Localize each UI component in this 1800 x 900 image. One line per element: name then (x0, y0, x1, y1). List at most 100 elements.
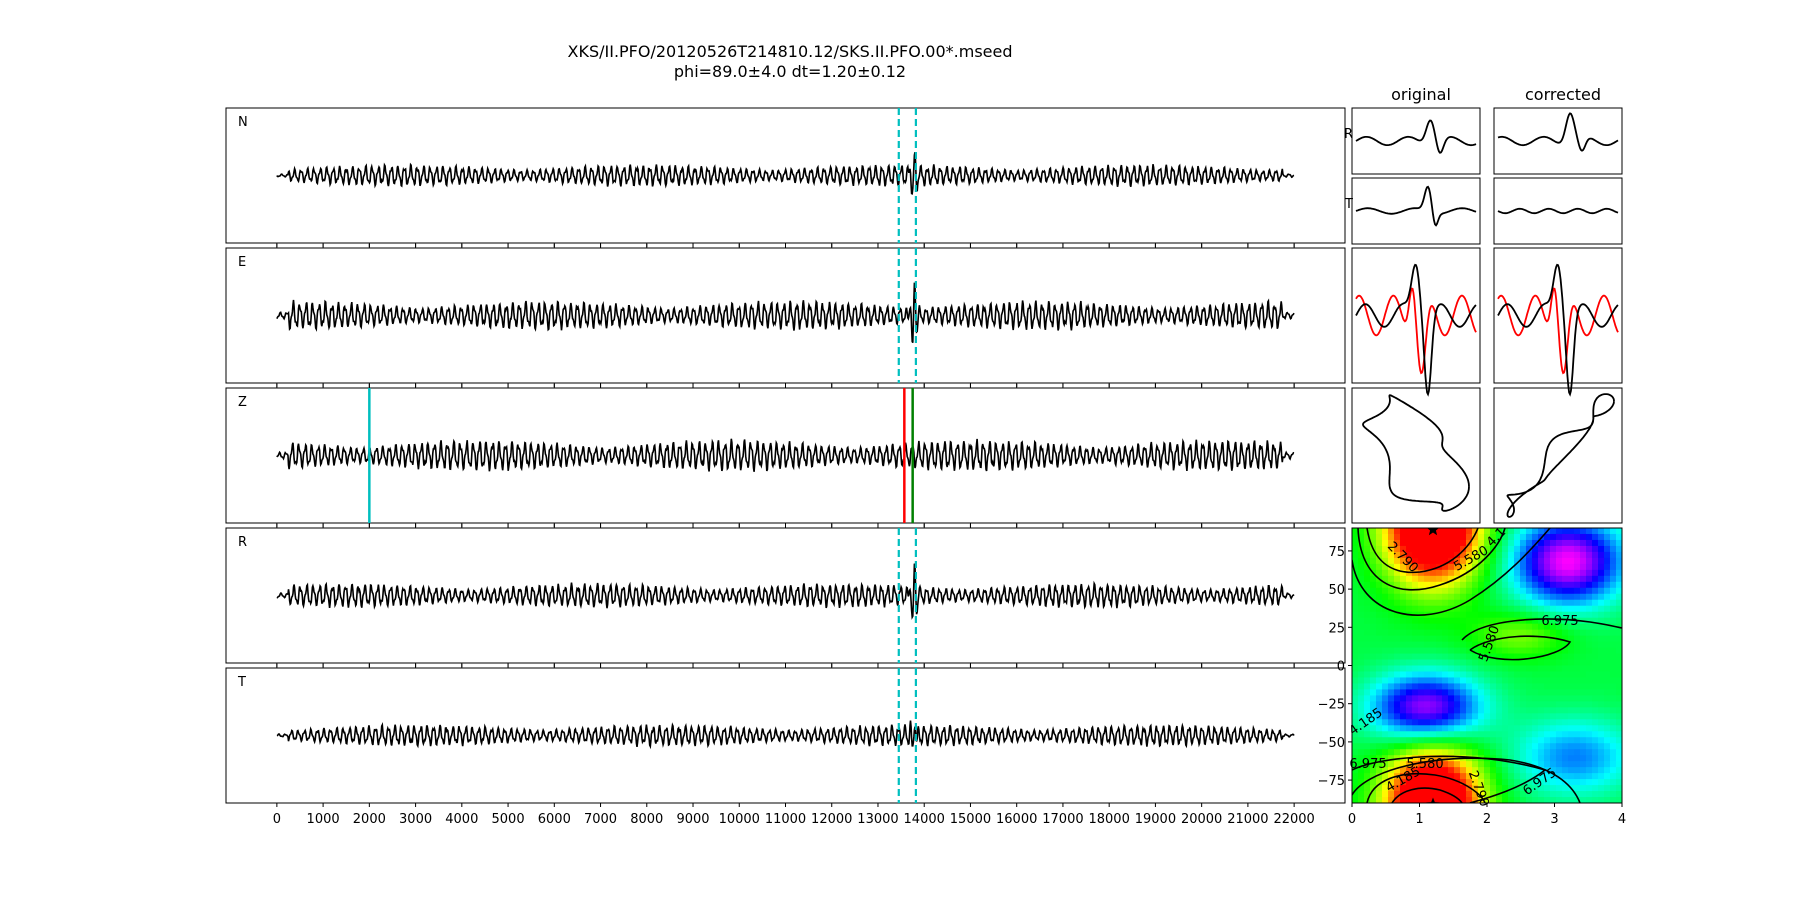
heatmap-cell (1358, 605, 1365, 613)
heatmap-cell (1412, 575, 1419, 583)
heatmap-cell (1424, 797, 1431, 803)
heatmap-cell (1442, 749, 1449, 756)
heatmap-cell (1388, 623, 1395, 631)
heatmap-cell (1490, 665, 1497, 673)
heatmap-cell (1358, 635, 1365, 643)
heatmap-cell (1478, 611, 1485, 619)
heatmap-cell (1532, 599, 1539, 607)
heatmap-cell (1550, 713, 1557, 720)
waveform-n (276, 152, 1295, 195)
heatmap-cell (1478, 701, 1485, 708)
heatmap-cell (1550, 731, 1557, 738)
heatmap-cell (1604, 533, 1611, 541)
heatmap-cell (1406, 528, 1413, 535)
heatmap-cell (1502, 749, 1509, 756)
heatmap-cell (1376, 528, 1383, 535)
heatmap-cell (1598, 587, 1605, 595)
heatmap-cell (1616, 707, 1622, 714)
heatmap-cell (1424, 593, 1431, 601)
heatmap-cell (1586, 635, 1593, 643)
heatmap-cell (1406, 551, 1413, 559)
heatmap-cell (1610, 725, 1617, 732)
heatmap-cell (1460, 653, 1467, 661)
heatmap-cell (1442, 755, 1449, 762)
heatmap-cell (1550, 755, 1557, 762)
heatmap-cell (1580, 707, 1587, 714)
heatmap-cell (1574, 767, 1581, 774)
heatmap-cell (1592, 725, 1599, 732)
heatmap-cell (1430, 653, 1437, 661)
heatmap-cell (1610, 545, 1617, 553)
heatmap-cell (1472, 659, 1479, 667)
heatmap-cell (1394, 551, 1401, 559)
heatmap-cell (1400, 785, 1407, 792)
heatmap-cell (1388, 689, 1395, 696)
heatmap-cell (1532, 659, 1539, 667)
heatmap-cell (1484, 797, 1491, 803)
heatmap-cell (1406, 743, 1413, 750)
heatmap-cell (1460, 677, 1467, 685)
heatmap-cell (1418, 689, 1425, 696)
heatmap-cell (1364, 569, 1371, 577)
heatmap-cell (1550, 785, 1557, 792)
heatmap-cell (1370, 665, 1377, 673)
heatmap-cell (1460, 689, 1467, 696)
heatmap-cell (1472, 725, 1479, 732)
heatmap-cell (1592, 773, 1599, 780)
heatmap-cell (1358, 797, 1365, 803)
heatmap-cell (1358, 533, 1365, 541)
heatmap-cell (1610, 593, 1617, 601)
heatmap-cell (1556, 623, 1563, 631)
heatmap-cell (1544, 761, 1551, 768)
heatmap-cell (1400, 581, 1407, 589)
heatmap-cell (1430, 725, 1437, 732)
heatmap-cell (1520, 791, 1527, 798)
heatmap-cell (1382, 587, 1389, 595)
heatmap-cell (1520, 575, 1527, 583)
heatmap-cell (1370, 551, 1377, 559)
heatmap-cell (1598, 683, 1605, 691)
heatmap-cell (1580, 761, 1587, 768)
heatmap-cell (1562, 767, 1569, 774)
heatmap-cell (1430, 665, 1437, 673)
heatmap-cell (1442, 761, 1449, 768)
heatmap-cell (1460, 719, 1467, 726)
heatmap-cell (1472, 767, 1479, 774)
minimum-marker (1427, 528, 1439, 536)
heatmap-cell (1394, 605, 1401, 613)
heatmap-cell (1592, 569, 1599, 577)
heatmap-cell (1442, 785, 1449, 792)
heatmap-cell (1556, 605, 1563, 613)
heatmap-cell (1586, 581, 1593, 589)
heatmap-cell (1568, 671, 1575, 679)
heatmap-cell (1412, 719, 1419, 726)
heatmap-cell (1418, 533, 1425, 541)
heatmap-cell (1550, 581, 1557, 589)
heatmap-cell (1502, 779, 1509, 786)
heatmap-cell (1544, 713, 1551, 720)
heatmap-cell (1388, 635, 1395, 643)
heatmap-cell (1550, 779, 1557, 786)
trace-label: T (237, 675, 246, 690)
heatmap-cell (1460, 749, 1467, 756)
heatmap-cell (1388, 749, 1395, 756)
heatmap-cell (1448, 707, 1455, 714)
heatmap-cell (1418, 641, 1425, 649)
heatmap-cell (1550, 545, 1557, 553)
heatmap-cell (1562, 653, 1569, 661)
heatmap-cell (1490, 773, 1497, 780)
heatmap-cell (1370, 779, 1377, 786)
heatmap-cell (1598, 665, 1605, 673)
heatmap-cell (1598, 575, 1605, 583)
heatmap-cell (1394, 683, 1401, 691)
heatmap-cell (1556, 683, 1563, 691)
heatmap-cell (1400, 689, 1407, 696)
heatmap-cell (1418, 677, 1425, 685)
heatmap-cell (1472, 533, 1479, 541)
heatmap-cell (1604, 797, 1611, 803)
heatmap-cell (1478, 737, 1485, 744)
heatmap-cell (1412, 737, 1419, 744)
heatmap-cell (1544, 737, 1551, 744)
heatmap-cell (1400, 587, 1407, 595)
heatmap-cell (1616, 713, 1622, 720)
